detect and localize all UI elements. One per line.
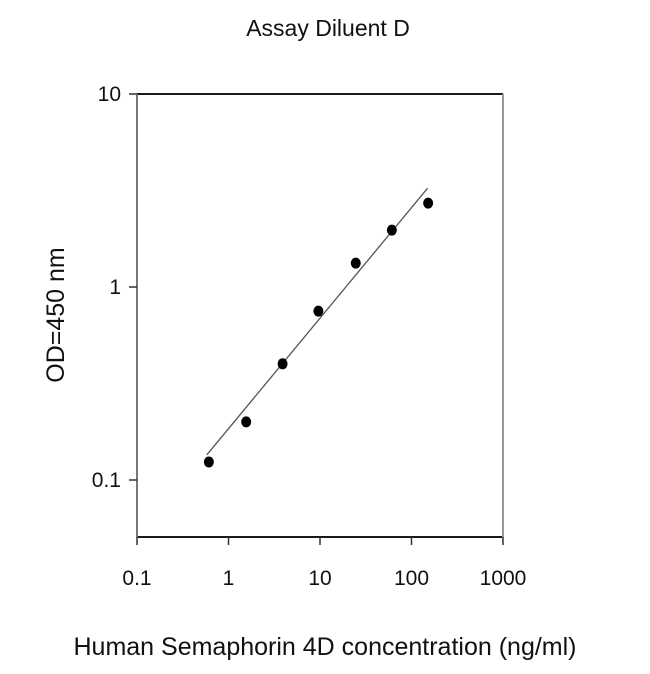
x-tick-label: 1 [223,567,235,590]
chart-title: Assay Diluent D [246,15,410,41]
data-point [241,416,252,428]
x-tick-label: 10 [308,567,331,590]
x-axis-ticks: 0.1 1 10 100 1000 [122,537,526,590]
y-tick-label: 0.1 [92,469,121,492]
y-tick-label: 10 [98,83,121,106]
y-axis-ticks: 0.1 1 10 [92,83,137,492]
x-axis-label: Human Semaphorin 4D concentration (ng/ml… [73,633,576,661]
data-point [277,358,288,370]
data-points [203,197,434,468]
data-point [423,197,434,209]
plot-frame [136,93,504,538]
data-point [386,224,397,236]
x-tick-label: 100 [394,567,429,590]
x-tick-label: 0.1 [122,567,151,590]
data-point [350,257,361,269]
y-tick-label: 1 [109,276,121,299]
data-point [313,305,324,317]
x-tick-label: 1000 [480,567,527,590]
y-axis-label: OD=450 nm [42,247,70,383]
data-point [203,456,214,468]
